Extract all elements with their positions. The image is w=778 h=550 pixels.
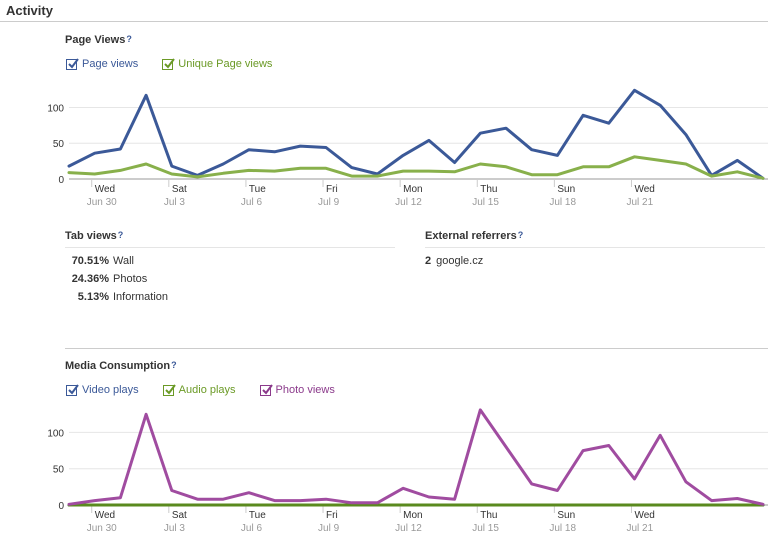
- page-title: Activity: [6, 3, 53, 18]
- check-icon: [164, 57, 176, 69]
- legend-photo-views-label: Photo views: [275, 384, 335, 396]
- tab-views-label: Photos: [113, 273, 148, 285]
- x-tick-day: Tue: [249, 510, 266, 521]
- page-views-title-text: Page Views: [65, 34, 126, 46]
- x-tick-date: Jul 6: [241, 523, 263, 534]
- tab-views-divider: [65, 247, 395, 248]
- legend-page-views[interactable]: Page views: [66, 57, 139, 70]
- x-tick-date: Jul 12: [395, 197, 422, 208]
- x-tick-date: Jul 9: [318, 523, 340, 534]
- x-tick-date: Jul 18: [549, 197, 576, 208]
- check-icon: [68, 383, 79, 395]
- tab-views-label: Wall: [113, 255, 134, 267]
- y-tick-label: 100: [47, 428, 64, 439]
- page-views-help-link[interactable]: ?: [126, 34, 132, 44]
- legend-audio-plays-label: Audio plays: [178, 384, 236, 396]
- check-icon: [68, 57, 79, 69]
- media-legend: Video plays Audio plays Photo views: [66, 383, 359, 396]
- x-tick-day: Wed: [634, 510, 654, 521]
- x-tick-date: Jul 3: [164, 197, 186, 208]
- tab-views-pct: 24.36%: [71, 273, 109, 285]
- x-tick-day: Sat: [172, 184, 187, 195]
- x-tick-date: Jul 3: [164, 523, 186, 534]
- x-tick-day: Sun: [557, 510, 575, 521]
- y-tick-label: 0: [58, 175, 64, 186]
- referrer-row: 2 google.cz: [425, 255, 483, 267]
- y-tick-label: 50: [53, 139, 65, 150]
- page-views-title: Page Views?: [65, 34, 132, 46]
- media-divider: [65, 348, 768, 349]
- x-tick-date: Jul 21: [626, 197, 653, 208]
- legend-page-views-label: Page views: [82, 58, 139, 70]
- x-tick-date: Jul 15: [472, 523, 499, 534]
- external-referrers-title: External referrers?: [425, 230, 523, 242]
- x-tick-day: Fri: [326, 510, 338, 521]
- tab-views-row: 70.51% Wall: [65, 255, 134, 267]
- x-tick-date: Jul 6: [241, 197, 263, 208]
- media-title: Media Consumption?: [65, 360, 177, 372]
- y-tick-label: 100: [47, 103, 64, 114]
- media-title-text: Media Consumption: [65, 360, 171, 372]
- legend-video-plays-label: Video plays: [82, 384, 139, 396]
- check-icon: [261, 383, 273, 395]
- page-views-chart: 0 50 100 Wed Jun 30 Sat Jul 3 Tue Jul 6 Fri Jul 9 M…: [47, 88, 768, 208]
- tab-views-row: 5.13% Information: [65, 291, 168, 303]
- tab-views-pct: 5.13%: [77, 291, 109, 303]
- checkbox-video-plays[interactable]: [66, 383, 79, 396]
- x-tick-date: Jul 21: [626, 523, 653, 534]
- tab-views-row: 24.36% Photos: [65, 273, 148, 285]
- series-line: [67, 88, 765, 180]
- x-tick-day: Thu: [480, 510, 497, 521]
- check-icon: [164, 383, 176, 395]
- header-divider: [0, 21, 768, 22]
- referrer-count: 2: [425, 255, 432, 267]
- media-help-link[interactable]: ?: [171, 360, 177, 370]
- x-tick-date: Jul 18: [549, 523, 576, 534]
- checkbox-page-views[interactable]: [66, 57, 79, 70]
- legend-video-plays[interactable]: Video plays: [66, 383, 139, 396]
- x-tick-day: Wed: [634, 184, 654, 195]
- x-tick-day: Thu: [480, 184, 497, 195]
- x-tick-date: Jul 15: [472, 197, 499, 208]
- legend-audio-plays[interactable]: Audio plays: [162, 383, 236, 396]
- external-referrers-help-link[interactable]: ?: [517, 230, 524, 240]
- x-tick-date: Jun 30: [87, 523, 117, 534]
- legend-unique-page-views-label: Unique Page views: [178, 58, 273, 70]
- tab-views-title-text: Tab views: [65, 230, 117, 242]
- checkbox-photo-views[interactable]: [259, 383, 273, 396]
- x-tick-date: Jul 12: [395, 523, 422, 534]
- x-tick-day: Fri: [326, 184, 338, 195]
- series-line: [67, 408, 765, 506]
- legend-photo-views[interactable]: Photo views: [259, 383, 335, 396]
- tab-views-title: Tab views?: [65, 230, 123, 242]
- tab-views-pct: 70.51%: [71, 255, 109, 267]
- series-line: [67, 155, 765, 180]
- y-tick-label: 0: [58, 501, 64, 512]
- x-tick-day: Tue: [249, 184, 266, 195]
- y-tick-label: 50: [53, 465, 65, 476]
- media-chart: 0 50 100 Wed Jun 30 Sat Jul 3 Tue Jul 6 Fri Jul 9 M…: [47, 408, 768, 534]
- x-tick-day: Sat: [172, 510, 187, 521]
- x-tick-date: Jul 9: [318, 197, 340, 208]
- x-tick-date: Jun 30: [87, 197, 117, 208]
- page-views-legend: Page views Unique Page views: [66, 57, 296, 70]
- checkbox-unique-page-views[interactable]: [162, 57, 176, 70]
- checkbox-audio-plays[interactable]: [162, 383, 176, 396]
- legend-unique-page-views[interactable]: Unique Page views: [162, 57, 273, 70]
- external-referrers-title-text: External referrers: [425, 230, 517, 242]
- external-referrers-divider: [425, 247, 765, 248]
- x-tick-day: Mon: [403, 510, 422, 521]
- tab-views-help-link[interactable]: ?: [117, 230, 124, 240]
- x-tick-day: Mon: [403, 184, 422, 195]
- referrer-label: google.cz: [436, 255, 484, 267]
- x-tick-day: Wed: [95, 184, 115, 195]
- x-tick-day: Wed: [95, 510, 115, 521]
- tab-views-label: Information: [113, 291, 169, 303]
- x-tick-day: Sun: [557, 184, 575, 195]
